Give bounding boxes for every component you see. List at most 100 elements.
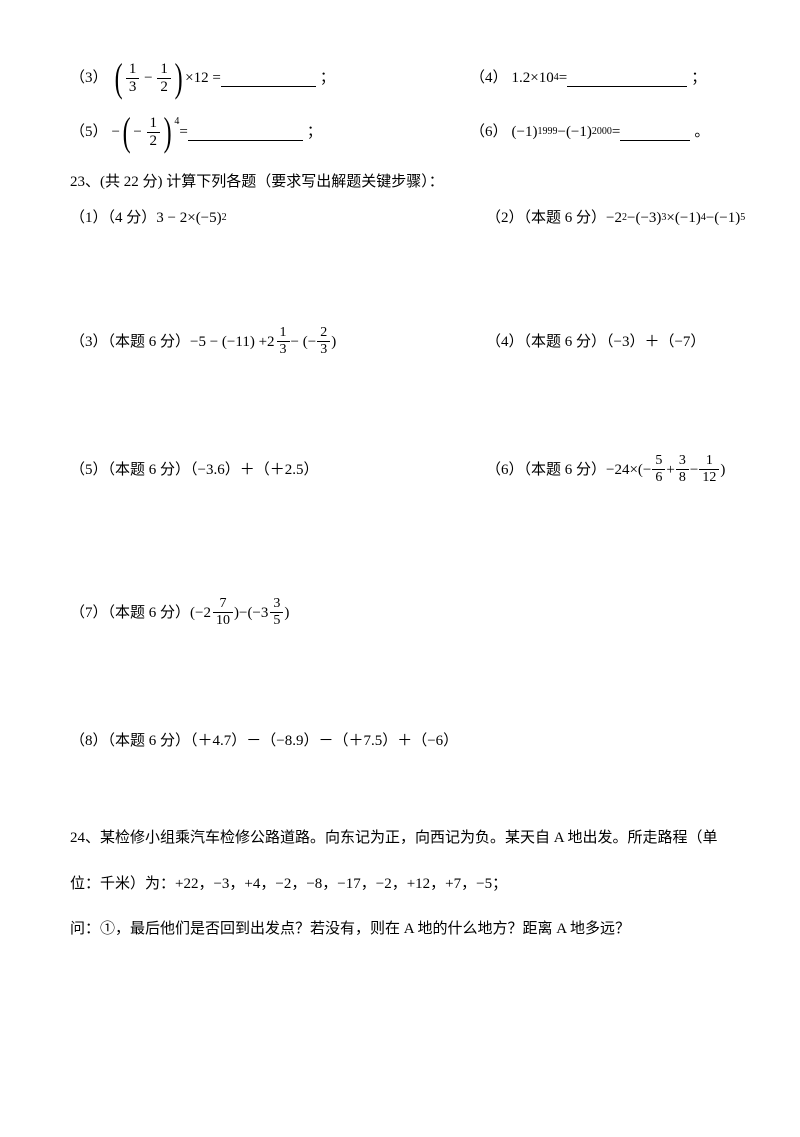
q6b-expr: −24×(− 56 + 38 − 112 ) <box>606 453 725 486</box>
minus: − <box>140 66 156 90</box>
neg2: − <box>133 120 145 144</box>
eq: = <box>179 120 187 144</box>
q6-tail: 。 <box>694 120 709 144</box>
q6f2d: 8 <box>676 470 689 486</box>
s23-q4: （4）（本题 6 分）（−3）＋（−7） <box>486 330 800 354</box>
q7p2: )−(− <box>234 601 261 625</box>
q7-label: （7）（本题 6 分） <box>70 601 190 625</box>
q1-a: 3 − 2× <box>156 206 195 230</box>
q2-t4: − <box>706 206 714 230</box>
fillin-q4: （4） 1.2×104 = ； <box>470 66 800 90</box>
s23-heading: 23、(共 22 分) 计算下列各题（要求写出解题关键步骤）： <box>70 170 800 194</box>
q1-label: （1）（4 分） <box>70 206 156 230</box>
q1-base: (−5) <box>196 206 222 230</box>
q3p3: ) <box>331 330 336 354</box>
q2-b2: (−3) <box>635 206 661 230</box>
s23-q2: （2）（本题 6 分） −22 − (−3)3 × (−1)4 − (−1)5 <box>486 206 800 230</box>
q3w: 2 <box>267 330 275 354</box>
frac-1-3: 13 <box>126 61 140 96</box>
fillin-q5: （5） − ( − 12 )4 = ； <box>70 114 470 150</box>
q7w1: 2 <box>203 601 211 625</box>
q6-a: (−1) <box>512 120 538 144</box>
q5-tail: ； <box>307 120 322 144</box>
q6-bsup: 2000 <box>592 124 612 140</box>
s23-q3: （3）（本题 6 分） −5 − (−11) + 2 13 − (− 23 ) <box>70 325 486 358</box>
q6-label: （6） <box>470 120 508 144</box>
q3f2n: 2 <box>317 325 330 341</box>
q3-expr: ( 13 − 12 ) ×12 = <box>112 60 221 96</box>
q8-label: （8）（本题 6 分）（＋4.7）－（−8.9）－（＋7.5）＋（−6） <box>70 729 458 753</box>
s23-q5: （5）（本题 6 分）（−3.6）＋（＋2.5） <box>70 458 486 482</box>
q6-b: (−1) <box>566 120 592 144</box>
q5-label: （5） <box>70 120 108 144</box>
s23-q1: （1）（4 分） 3 − 2× (−5)2 <box>70 206 486 230</box>
times12: ×12 = <box>185 66 221 90</box>
q3p1: −5 − (−11) + <box>190 330 267 354</box>
fillin-row-5-6: （5） − ( − 12 )4 = ； （6） (−1)1999 − (−1)2… <box>70 114 800 150</box>
q5-blank[interactable] <box>188 123 303 141</box>
q6-eq: = <box>612 120 620 144</box>
q6-blank[interactable] <box>620 123 690 141</box>
q3-blank[interactable] <box>221 69 316 87</box>
q2-label: （2）（本题 6 分） <box>486 206 606 230</box>
lparen-icon: ( <box>123 114 131 150</box>
fillin-q6: （6） (−1)1999 − (−1)2000 = 。 <box>470 120 800 144</box>
q4-label: （4） <box>470 66 508 90</box>
q2-b4: (−1) <box>714 206 740 230</box>
q4-eq: = <box>559 66 567 90</box>
q5-expr: − ( − 12 )4 = <box>112 114 188 150</box>
q7p1: (− <box>190 601 203 625</box>
q2-b3: (−1) <box>675 206 701 230</box>
q3f2d: 3 <box>317 342 330 358</box>
fillin-q3: （3） ( 13 − 12 ) ×12 = ； <box>70 60 470 96</box>
q6p2: + <box>666 458 674 482</box>
s23-row-1-2: （1）（4 分） 3 − 2× (−5)2 （2）（本题 6 分） −22 − … <box>70 206 800 230</box>
q4-blank[interactable] <box>567 69 687 87</box>
q7d1: 10 <box>213 613 233 629</box>
s23-q8: （8）（本题 6 分）（＋4.7）－（−8.9）－（＋7.5）＋（−6） <box>70 729 800 753</box>
q3n: 1 <box>277 325 290 341</box>
q1-sup: 2 <box>222 210 227 226</box>
q3b-expr: −5 − (−11) + 2 13 − (− 23 ) <box>190 325 336 358</box>
q6f3n: 1 <box>703 453 716 469</box>
q6-asup: 1999 <box>537 124 557 140</box>
q5b-label: （5）（本题 6 分）（−3.6）＋（＋2.5） <box>70 458 318 482</box>
q7n1: 7 <box>216 596 229 612</box>
q6-minus: − <box>557 120 565 144</box>
q6f2n: 3 <box>676 453 689 469</box>
q4b-label: （4）（本题 6 分）（−3）＋（−7） <box>486 330 705 354</box>
s24-l1: 24、某检修小组乘汽车检修公路道路。向东记为正，向西记为负。某天自 A 地出发。… <box>70 823 800 855</box>
s23-row-5-6: （5）（本题 6 分）（−3.6）＋（＋2.5） （6）（本题 6 分） −24… <box>70 453 800 486</box>
q6p4: ) <box>720 458 725 482</box>
neg: − <box>112 120 120 144</box>
pow4: 4 <box>174 114 179 130</box>
q6p1: −24×(− <box>606 458 651 482</box>
q4-expr: 1.2×10 <box>512 66 554 90</box>
q7d2: 5 <box>270 613 283 629</box>
q3b-label: （3）（本题 6 分） <box>70 330 190 354</box>
s24-l2: 位：千米）为：+22，−3，+4，−2，−8，−17，−2，+12，+7，−5； <box>70 869 800 901</box>
q6f3d: 12 <box>699 470 719 486</box>
q3-tail: ； <box>320 66 335 90</box>
s23-q7: （7）（本题 6 分） (− 2 710 )−(− 3 35 ) <box>70 596 800 629</box>
q7n2: 3 <box>270 596 283 612</box>
s23-q6: （6）（本题 6 分） −24×(− 56 + 38 − 112 ) <box>486 453 800 486</box>
frac-1-2b: 12 <box>147 115 161 150</box>
q7p3: ) <box>284 601 289 625</box>
q7w2: 3 <box>261 601 269 625</box>
q2-s4: 5 <box>740 210 745 226</box>
rparen-icon: ) <box>174 60 182 96</box>
s24-l3: 问：①，最后他们是否回到出发点？若没有，则在 A 地的什么地方？距离 A 地多远… <box>70 914 800 946</box>
s23-row-3-4: （3）（本题 6 分） −5 − (−11) + 2 13 − (− 23 ) … <box>70 325 800 358</box>
q3p2: − (− <box>291 330 317 354</box>
q6b-label: （6）（本题 6 分） <box>486 458 606 482</box>
q7-expr: (− 2 710 )−(− 3 35 ) <box>190 596 289 629</box>
q6f1n: 5 <box>652 453 665 469</box>
lparen-icon: ( <box>114 60 122 96</box>
q2-t2: − <box>627 206 635 230</box>
frac-1-2: 12 <box>157 61 171 96</box>
q3-label: （3） <box>70 66 108 90</box>
rparen-icon: ) <box>164 114 172 150</box>
q2-t1: −2 <box>606 206 622 230</box>
q4-tail: ； <box>691 66 706 90</box>
